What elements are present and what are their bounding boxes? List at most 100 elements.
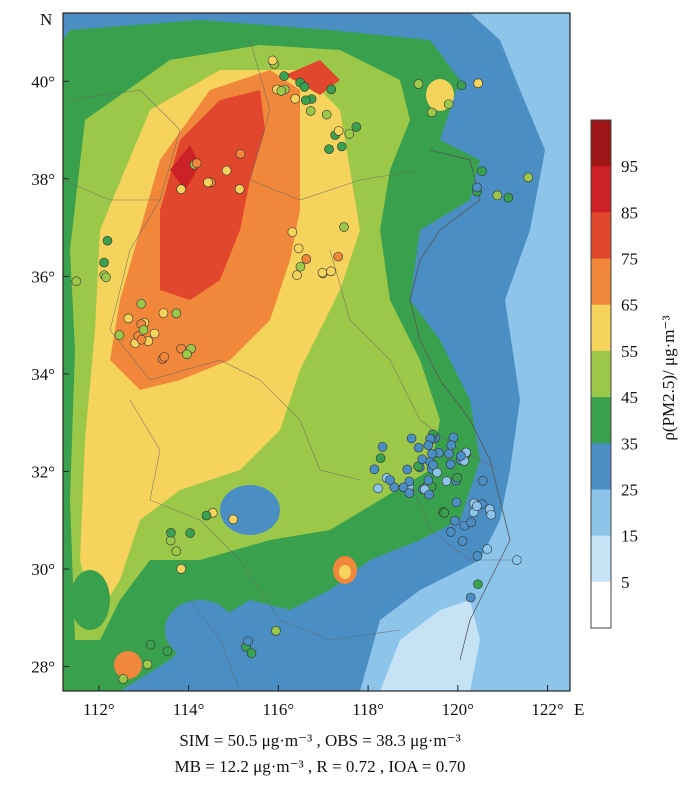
station-marker [456, 451, 466, 461]
station-marker [369, 464, 380, 475]
station-marker [235, 149, 246, 159]
station-marker [292, 270, 302, 280]
station-marker [413, 461, 423, 472]
colorbar-tick-label: 95 [621, 157, 638, 176]
station-marker [246, 648, 257, 658]
station-marker [413, 442, 424, 453]
station-marker [166, 527, 176, 538]
latitude-axis: 28° 30° 32° 34° 36° 38° 40° [31, 72, 69, 677]
station-marker [171, 546, 182, 556]
y-tick-label: 36° [31, 267, 55, 286]
station-marker [191, 158, 202, 169]
station-marker [321, 109, 332, 120]
station-marker [451, 497, 462, 508]
station-marker [301, 254, 312, 264]
colorbar-tick-label: 45 [621, 388, 638, 407]
station-marker [176, 343, 186, 354]
station-marker [413, 79, 424, 89]
station-marker [317, 267, 328, 278]
colorbar-tick-label: 25 [621, 480, 638, 499]
station-marker [276, 86, 287, 96]
station-marker [203, 177, 213, 188]
station-marker [398, 482, 409, 493]
station-marker [427, 107, 437, 118]
station-marker [145, 639, 156, 650]
station-marker [465, 592, 476, 603]
north-label: N [40, 10, 52, 29]
station-marker [295, 261, 306, 272]
colorbar-frame [590, 119, 612, 629]
x-tick-label: 112° [83, 700, 115, 719]
station-marker [456, 80, 467, 91]
station-marker [176, 184, 186, 194]
station-marker [385, 475, 395, 485]
station-marker [424, 489, 434, 500]
y-tick-label: 30° [31, 560, 55, 579]
station-marker [427, 448, 437, 459]
station-marker [472, 501, 482, 511]
station-marker [101, 272, 111, 283]
colorbar-swatch [591, 581, 611, 629]
colorbar-tick-label: 55 [621, 342, 638, 361]
y-tick-label: 38° [31, 170, 55, 189]
colorbar-swatch [591, 120, 611, 167]
colorbar-swatch [591, 535, 611, 583]
colorbar-label: ρ(PM2.5)/ μg·m⁻³ [659, 315, 678, 440]
station-marker [404, 488, 415, 498]
station-marker [450, 515, 460, 526]
station-marker [234, 184, 245, 194]
y-tick-label: 32° [31, 463, 55, 482]
station-marker [158, 308, 169, 318]
station-marker [326, 84, 337, 95]
station-marker [512, 555, 522, 565]
station-marker [333, 251, 344, 262]
station-marker [445, 459, 456, 470]
station-marker [423, 475, 434, 486]
longitude-axis: 112° 114° 116° 118° 120° 122° [83, 685, 564, 719]
station-marker [324, 144, 334, 154]
station-marker [457, 536, 468, 546]
station-marker [339, 222, 349, 232]
station-marker [293, 243, 304, 254]
station-marker [439, 508, 450, 518]
station-marker [271, 626, 281, 636]
x-tick-label: 116° [263, 700, 295, 719]
station-marker [477, 166, 487, 177]
station-marker [423, 440, 434, 451]
concentration-field [63, 13, 570, 691]
station-marker [472, 551, 483, 561]
station-marker [523, 172, 534, 183]
station-marker [326, 266, 336, 277]
station-marker [351, 122, 362, 132]
station-marker [344, 129, 355, 139]
station-marker [446, 440, 456, 451]
station-marker [201, 510, 212, 521]
station-marker [373, 483, 383, 494]
x-tick-label: 118° [352, 700, 384, 719]
y-tick-label: 28° [31, 658, 55, 677]
station-marker [287, 227, 298, 237]
station-marker [477, 475, 488, 486]
station-marker [71, 276, 82, 287]
station-marker [99, 257, 109, 268]
station-marker [444, 448, 454, 459]
station-marker [243, 636, 253, 646]
station-marker [428, 460, 438, 470]
station-marker [299, 82, 310, 92]
station-marker [182, 349, 192, 360]
station-marker [176, 564, 186, 574]
station-marker [443, 99, 454, 109]
colorbar-tick-label: 65 [621, 296, 638, 315]
colorbar-swatch [591, 166, 611, 213]
colorbar-tick-label: 85 [621, 203, 638, 222]
station-marker [377, 442, 388, 452]
station-marker [333, 126, 344, 136]
station-marker [404, 476, 415, 487]
y-tick-label: 40° [31, 72, 55, 91]
station-marker [337, 141, 347, 152]
station-marker [452, 472, 462, 483]
station-marker [305, 106, 316, 116]
colorbar-swatch [591, 258, 611, 306]
colorbar-swatch [591, 443, 611, 490]
y-tick-label: 34° [31, 365, 55, 384]
